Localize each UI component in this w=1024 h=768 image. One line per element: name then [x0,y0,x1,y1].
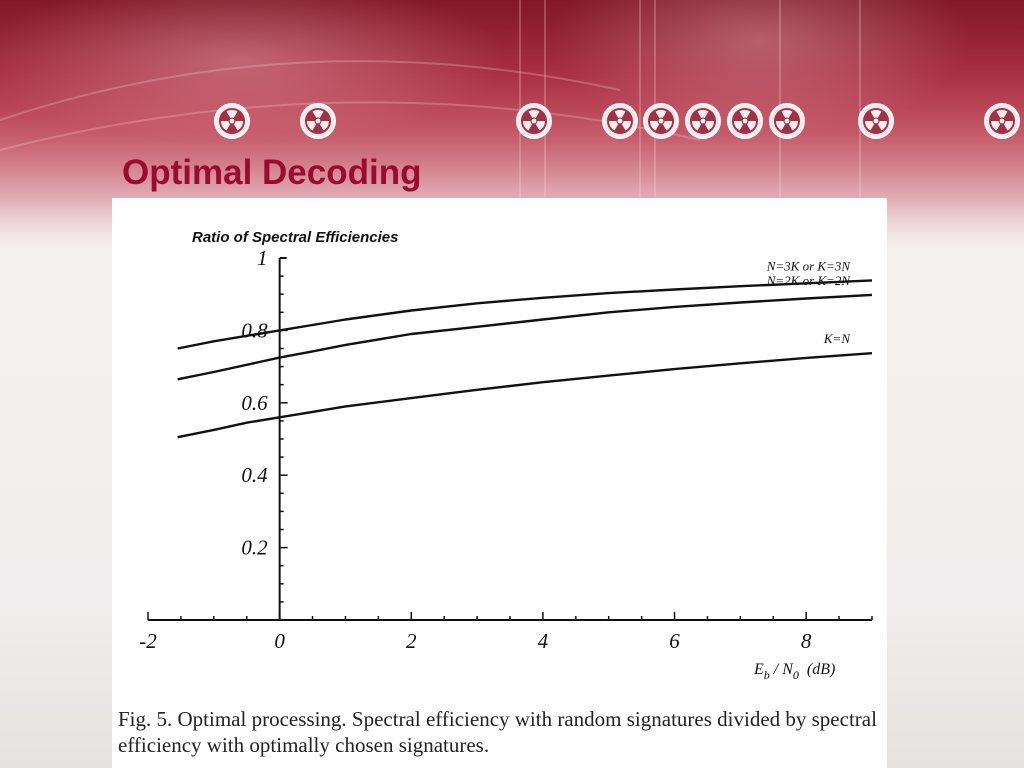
radiation-icon [685,103,721,139]
x-tick-label: 6 [669,629,680,653]
x-axis-label-unit: (dB) [807,661,835,678]
x-axis-label: Eb / N0 (dB) [753,661,835,682]
figure: Ratio of Spectral Efficiencies -2 0 2 4 6 8 0.… [112,198,887,768]
x-tick-label: 4 [538,629,549,653]
radiation-icon [858,103,894,139]
series-label: N=3K or K=3N [766,258,852,273]
x-tick-label: -2 [139,629,157,653]
radiation-icon [214,103,250,139]
y-tick-label: 0.6 [241,391,268,415]
chart-title: Ratio of Spectral Efficiencies [192,229,398,246]
x-tick-label: 2 [406,629,417,653]
y-tick-label: 0.8 [241,318,268,342]
slide-title: Optimal Decoding [122,153,422,192]
x-axis-label-zero: 0 [793,668,799,682]
header-decoration [0,0,1020,200]
y-tick-label: 0.2 [241,536,268,560]
y-tick-label: 0.4 [241,463,268,487]
radiation-icon [300,103,336,139]
radiation-icon [516,103,552,139]
series-line [177,352,873,439]
series-label: K=N [823,331,851,346]
series-line [177,293,873,381]
series-line [177,279,873,350]
radiation-icon [984,103,1020,139]
y-tick-label: 1 [257,246,268,270]
x-tick-label: 0 [274,629,285,653]
figure-caption: Fig. 5. Optimal processing. Spectral eff… [118,707,877,757]
chart: Ratio of Spectral Efficiencies -2 0 2 4 6 8 0.… [139,229,873,682]
x-axis-label-n: / N [770,661,794,678]
series-label: N=2K or K=2N [766,273,852,288]
radiation-icon [602,103,638,139]
radiation-icon [643,103,679,139]
radiation-icon [727,103,763,139]
x-axis-label-b: b [764,668,770,682]
x-tick-label: 8 [801,629,812,653]
x-axis-label-e: E [753,661,764,678]
radiation-icon [769,103,805,139]
